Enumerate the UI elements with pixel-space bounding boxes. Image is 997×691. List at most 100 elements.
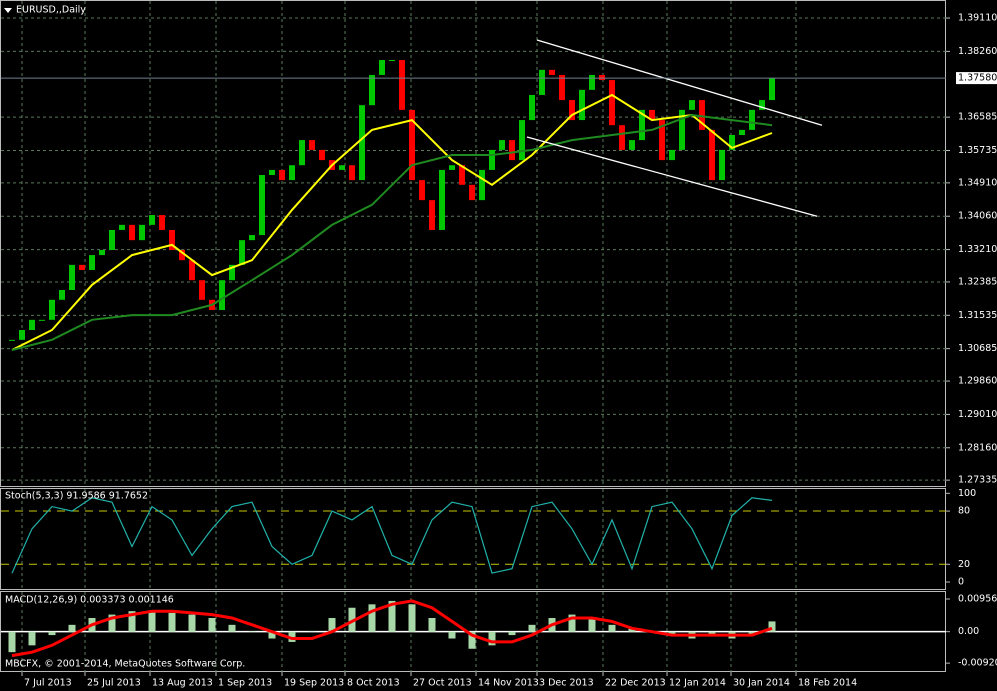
copyright: MBCFX, © 2001-2014, MetaQuotes Software … <box>5 659 245 670</box>
candle <box>509 140 515 161</box>
macd-title: MACD(12,26,9) 0.003373 0.001146 <box>5 595 174 606</box>
candle <box>499 140 505 150</box>
histogram-bar <box>268 631 276 639</box>
histogram-bar <box>108 614 116 632</box>
y-tick-label: -0.009207 <box>958 658 997 669</box>
candle <box>189 260 195 281</box>
candle <box>269 169 275 176</box>
y-tick-label: 1.35735 <box>958 145 997 156</box>
candle <box>219 280 225 311</box>
candle <box>309 140 315 150</box>
histogram-bar <box>208 618 216 632</box>
histogram-bar <box>628 628 636 632</box>
histogram-bar <box>568 614 576 632</box>
last-price-box <box>956 72 997 85</box>
candle <box>149 215 155 225</box>
last-price-label: 1.37580 <box>958 73 997 84</box>
histogram-bar <box>748 631 756 636</box>
x-tick-label: 1 Sep 2013 <box>218 678 272 689</box>
candle <box>229 264 235 281</box>
histogram-bar <box>248 631 256 633</box>
histogram-bar <box>288 631 296 642</box>
candle <box>159 215 165 230</box>
histogram-bar <box>228 624 236 632</box>
histogram-bar <box>428 618 436 632</box>
candle <box>449 165 455 170</box>
y-tick-label: 80 <box>958 506 970 517</box>
candle <box>99 249 105 256</box>
candle <box>29 319 35 331</box>
histogram-bar <box>28 631 36 646</box>
candle <box>319 149 325 161</box>
candle <box>609 80 615 126</box>
candle <box>249 235 255 241</box>
candle <box>679 109 685 150</box>
histogram-bar <box>168 612 176 632</box>
histogram-bar <box>368 604 376 632</box>
histogram-bar <box>48 631 56 636</box>
candle <box>749 109 755 130</box>
y-tick-label: 1.38260 <box>958 46 997 57</box>
moving-average <box>11 93 773 351</box>
stoch-title: Stoch(5,3,3) 91.9586 91.7652 <box>5 491 148 502</box>
candle <box>689 100 695 110</box>
candle <box>619 125 625 150</box>
candle <box>179 249 185 261</box>
candle <box>769 78 775 101</box>
candle <box>389 60 395 62</box>
candle <box>429 200 435 230</box>
y-tick-label: 0.00 <box>958 626 979 637</box>
candle <box>129 224 135 241</box>
channel-line <box>526 136 818 217</box>
histogram-bar <box>148 611 156 632</box>
moving-average <box>11 113 773 351</box>
candle <box>439 169 445 230</box>
x-tick-label: 19 Sep 2013 <box>284 678 344 689</box>
candle <box>539 69 545 95</box>
chart-title: EURUSD,,Daily <box>16 5 86 16</box>
y-tick-label: 1.32385 <box>958 276 997 287</box>
candle <box>289 165 295 181</box>
candle <box>359 105 365 181</box>
histogram-bar <box>8 631 16 653</box>
x-tick-label: 14 Nov 2013 <box>478 678 539 689</box>
histogram-bar <box>768 621 776 632</box>
candle <box>549 69 555 75</box>
x-tick-label: 27 Oct 2013 <box>413 678 472 689</box>
candle <box>9 339 15 341</box>
candle <box>559 74 565 101</box>
histogram-bar <box>68 624 76 632</box>
candle <box>169 229 175 250</box>
y-tick-label: 1.29860 <box>958 376 997 387</box>
candle <box>579 89 585 121</box>
candle <box>699 100 705 130</box>
x-tick-label: 3 Dec 2013 <box>539 678 594 689</box>
histogram-bar <box>608 624 616 632</box>
candle <box>599 74 605 81</box>
histogram-bar <box>128 611 136 632</box>
candle <box>79 264 85 270</box>
candle <box>649 109 655 121</box>
histogram-bar <box>508 631 516 636</box>
candle <box>759 100 765 110</box>
x-tick-label: 12 Jan 2014 <box>669 678 726 689</box>
x-tick-label: 30 Jan 2014 <box>733 678 790 689</box>
y-tick-label: 0 <box>958 577 964 588</box>
histogram-bar <box>308 631 316 633</box>
y-tick-label: 1.27335 <box>958 475 997 486</box>
y-tick-label: 1.28160 <box>958 442 997 453</box>
candle <box>659 120 665 161</box>
histogram-bar <box>328 618 336 632</box>
candle <box>399 60 405 110</box>
candle <box>589 74 595 90</box>
candle <box>59 290 65 300</box>
candle <box>109 229 115 250</box>
candle <box>409 109 415 181</box>
histogram-bar <box>188 614 196 632</box>
candle <box>349 165 355 181</box>
x-tick-label: 8 Oct 2013 <box>347 678 400 689</box>
candle <box>369 74 375 106</box>
histogram-bar <box>708 631 716 636</box>
candle <box>629 140 635 150</box>
